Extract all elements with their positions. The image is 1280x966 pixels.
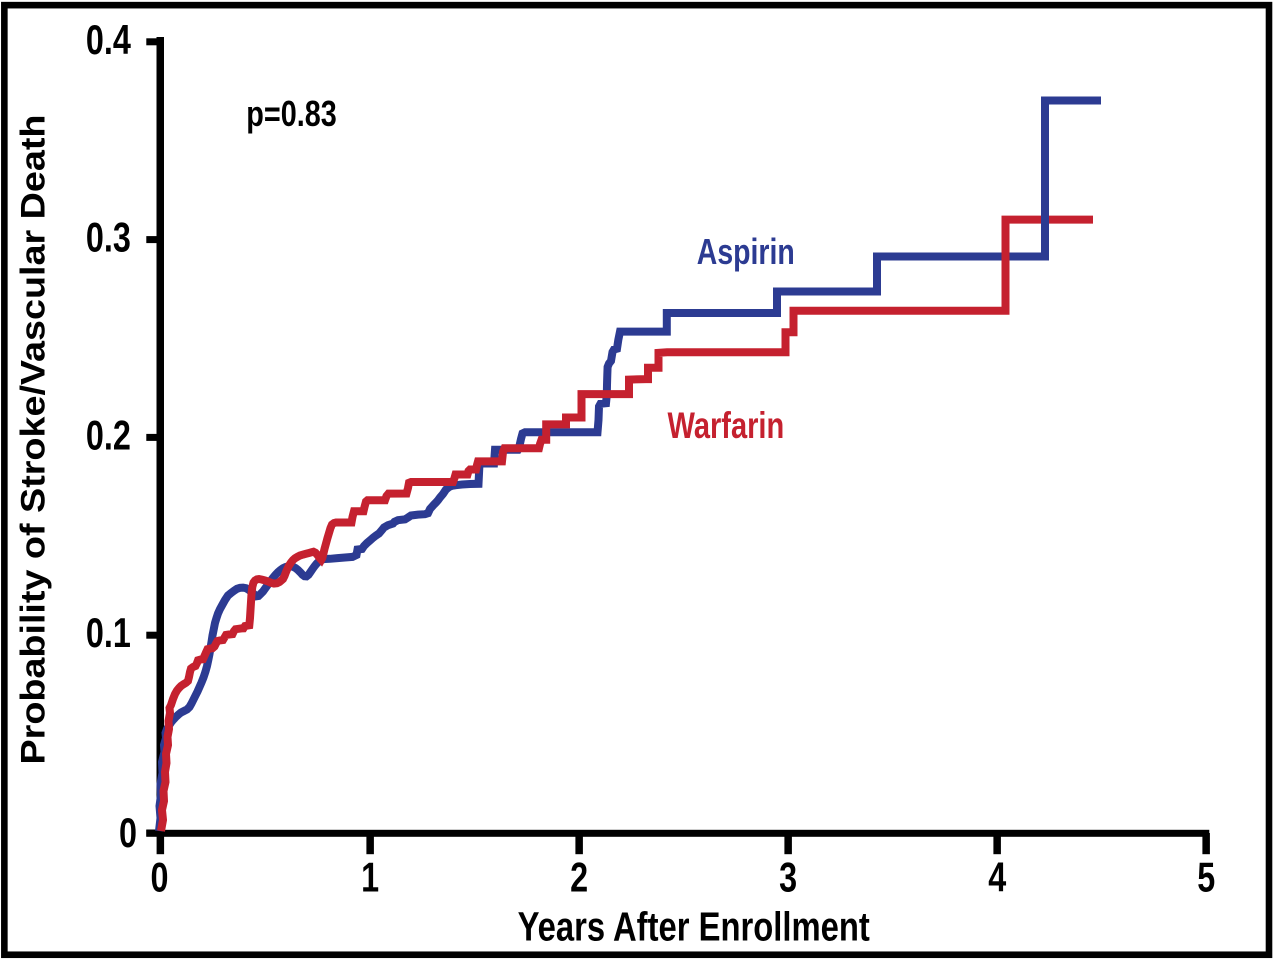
svg-text:p=0.83: p=0.83 (246, 93, 336, 134)
svg-text:0.1: 0.1 (86, 609, 131, 656)
svg-text:0.4: 0.4 (86, 16, 131, 63)
svg-text:Years After Enrollment: Years After Enrollment (518, 903, 870, 949)
svg-text:0.3: 0.3 (86, 214, 131, 261)
svg-text:5: 5 (1197, 853, 1215, 900)
svg-text:4: 4 (988, 853, 1006, 900)
svg-text:0: 0 (119, 809, 137, 856)
svg-text:Aspirin: Aspirin (697, 232, 795, 272)
svg-text:1: 1 (361, 853, 379, 900)
svg-text:Probability of Stroke/Vascular: Probability of Stroke/Vascular Death (13, 115, 52, 765)
svg-text:2: 2 (570, 853, 588, 900)
svg-text:3: 3 (779, 853, 797, 900)
svg-text:0: 0 (151, 853, 169, 900)
svg-text:0.2: 0.2 (86, 411, 131, 458)
svg-text:Warfarin: Warfarin (668, 406, 785, 447)
